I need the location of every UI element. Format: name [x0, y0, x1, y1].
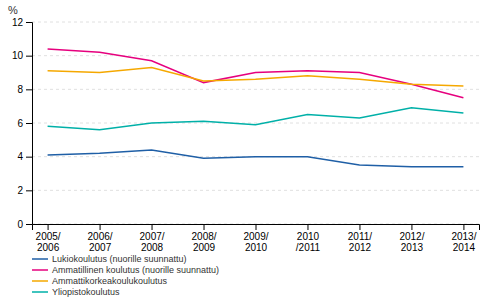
- plot-area: 0 2 4 6 8 10 12 2005/2006 2006/2007 2007/2008 2008…: [12, 17, 480, 253]
- x-tick-label: 2013/2014: [451, 231, 476, 253]
- legend-item: Lukiokoulutus (nuorille suunnattu): [32, 254, 187, 264]
- y-tick: 6: [17, 118, 32, 129]
- x-tick-mark: [463, 224, 464, 230]
- y-tick-label: 4: [17, 151, 23, 162]
- legend-label: Ammattikorkeakoulukoulutus: [52, 276, 168, 286]
- series-line: [48, 67, 464, 86]
- series-line: [48, 150, 464, 167]
- y-tick: 8: [17, 84, 32, 95]
- x-tick-mark: [48, 224, 49, 230]
- legend-swatch: [32, 269, 48, 271]
- x-tick: 2011/2012: [348, 224, 373, 253]
- x-tick-label: 2012/2013: [399, 231, 424, 253]
- x-tick: 2012/2013: [399, 224, 424, 253]
- x-tick-label: 2011/2012: [348, 231, 373, 253]
- x-tick: 2006/2007: [88, 224, 113, 253]
- x-tick: 2008/2009: [192, 224, 217, 253]
- y-tick-mark: [26, 190, 32, 191]
- series-line: [48, 108, 464, 130]
- lines: [48, 49, 464, 167]
- x-tick-mark: [204, 224, 205, 230]
- chart: 0 2 4 6 8 10 12 2005/2006 2006/2007 2007/2008 2008…: [0, 0, 491, 302]
- x-tick-mark: [152, 224, 153, 230]
- x-tick: 2007/2008: [140, 224, 165, 253]
- y-tick: 10: [12, 50, 32, 61]
- legend-label: Ammatillinen koulutus (nuorille suunnatt…: [52, 265, 219, 275]
- y-tick-label: 6: [17, 118, 23, 129]
- legend-item: Ammattikorkeakoulukoulutus: [32, 276, 168, 286]
- y-tick-label: 8: [17, 84, 23, 95]
- x-tick-label: 2008/2009: [192, 231, 217, 253]
- x-tick-label: 2006/2007: [88, 231, 113, 253]
- y-tick-mark: [26, 89, 32, 90]
- grid: [32, 22, 479, 224]
- x-tick: 2010/2011: [296, 224, 321, 253]
- legend-swatch: [32, 291, 48, 293]
- y-tick: 12: [12, 17, 32, 28]
- x-tick-label: 2010/2011: [296, 231, 321, 253]
- y-axis-line: [26, 23, 33, 225]
- grid-line: [32, 22, 479, 23]
- grid-line: [32, 55, 479, 56]
- y-tick-mark: [26, 22, 32, 23]
- legend-swatch: [32, 258, 48, 260]
- legend-item: Ammatillinen koulutus (nuorille suunnatt…: [32, 265, 219, 275]
- legend: Lukiokoulutus (nuorille suunnattu)Ammati…: [32, 254, 219, 297]
- y-tick: 4: [17, 151, 32, 162]
- y-axis: 0 2 4 6 8 10 12: [12, 17, 33, 230]
- x-tick: 2013/2014: [451, 224, 476, 253]
- y-tick-mark: [26, 123, 32, 124]
- x-tick: 2005/2006: [36, 224, 61, 253]
- legend-item: Yliopistokoulutus: [32, 287, 120, 297]
- y-tick-mark: [26, 157, 32, 158]
- x-tick-mark: [359, 224, 360, 230]
- y-tick: 2: [17, 185, 32, 196]
- grid-line: [32, 123, 479, 124]
- grid-line: [32, 190, 479, 191]
- x-tick-mark: [256, 224, 257, 230]
- x-tick-mark: [100, 224, 101, 230]
- y-tick-label: 12: [12, 17, 24, 28]
- x-tick-label: 2005/2006: [36, 231, 61, 253]
- y-tick: 0: [17, 219, 32, 230]
- x-tick-label: 2009/2010: [243, 231, 268, 253]
- legend-label: Lukiokoulutus (nuorille suunnattu): [52, 254, 187, 264]
- legend-swatch: [32, 280, 48, 282]
- series-line: [48, 49, 464, 98]
- y-tick-label: 10: [12, 50, 24, 61]
- y-axis-title: %: [8, 4, 18, 16]
- x-axis-line: [33, 225, 480, 231]
- x-axis: 2005/2006 2006/2007 2007/2008 2008/2009 2009…: [33, 224, 480, 253]
- y-tick-mark: [26, 56, 32, 57]
- x-tick-mark: [307, 224, 308, 230]
- y-tick-label: 0: [17, 219, 23, 230]
- y-tick-mark: [26, 224, 32, 225]
- legend-label: Yliopistokoulutus: [52, 287, 120, 297]
- y-tick-label: 2: [17, 185, 23, 196]
- x-tick-label: 2007/2008: [140, 231, 165, 253]
- x-tick: 2009/2010: [243, 224, 268, 253]
- grid-line: [32, 89, 479, 90]
- x-tick-mark: [411, 224, 412, 230]
